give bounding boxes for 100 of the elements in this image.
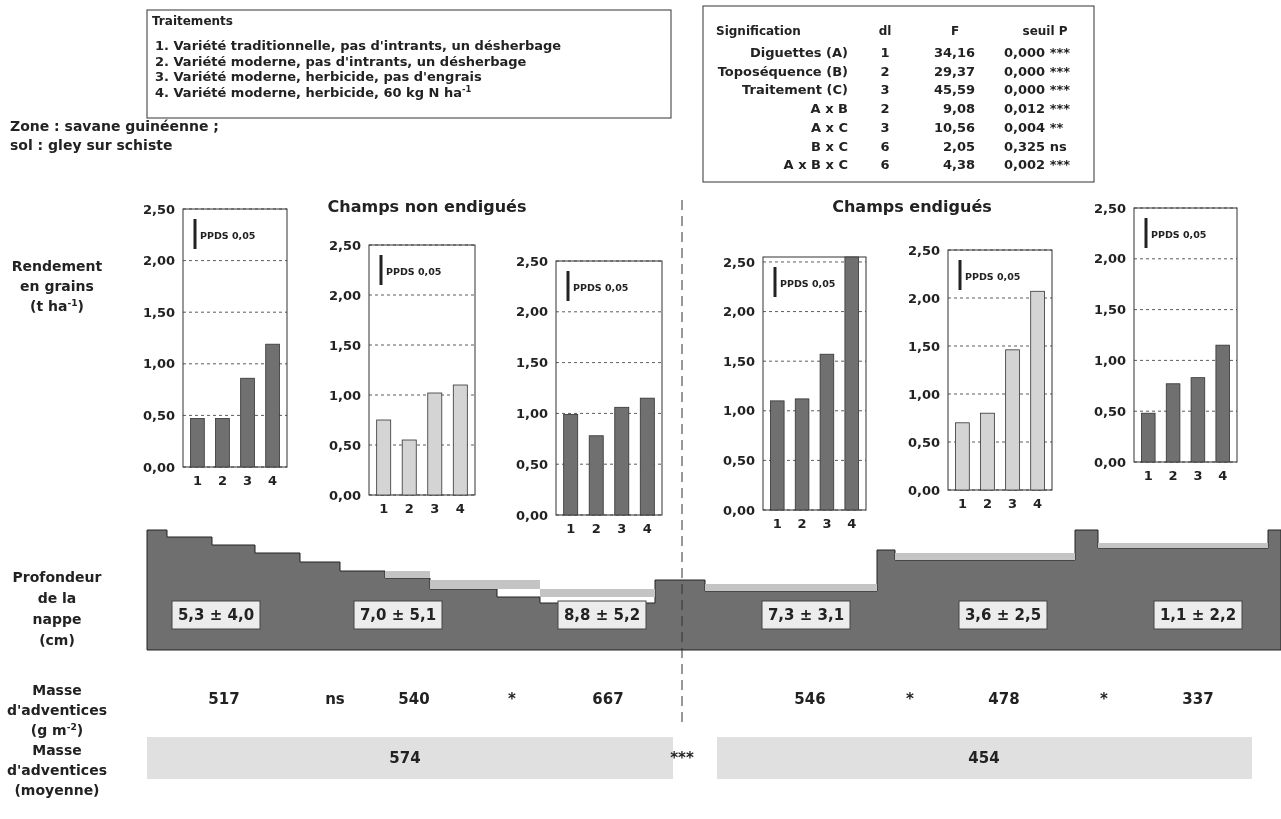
y-tick-label: 0,50 [142,407,175,423]
x-tick-label: 2 [591,521,601,536]
x-tick-label: 1 [192,473,202,488]
x-tick-label: 3 [1193,468,1203,483]
annotation: PPDS 0,05 [573,282,629,293]
text: 10,56 [933,119,975,135]
y-tick-label: 1,00 [722,403,755,419]
text: 2. Variété moderne, pas d'intrants, un désherbage [155,53,527,69]
y-tick-label: 2,00 [1093,251,1126,267]
y-tick-label: 2,00 [515,304,548,320]
x-tick-label: 4 [1218,468,1228,483]
text: * [906,690,915,708]
y-tick-label: 0,50 [515,456,548,472]
text: 478 [988,690,1020,708]
text: 574 [389,749,421,767]
text: 2 [880,63,890,79]
x-tick-label: 4 [847,516,857,531]
text: 29,37 [933,63,975,79]
annotation: PPDS 0,05 [1151,229,1207,240]
text: 6 [880,138,890,154]
text: dl [878,24,892,38]
text: seuil P [1022,24,1068,38]
y-tick-label: 2,00 [328,287,361,303]
text: *** [670,749,694,767]
annotation: PPDS 0,05 [200,230,256,241]
y-tick-label: 2,50 [1093,200,1126,216]
x-tick-label: 3 [822,516,832,531]
text: Masse d'adventices (moyenne) [7,742,107,798]
y-tick-label: 1,50 [907,338,940,354]
text: Profondeur de la nappe (cm) [12,569,102,648]
text: 4,38 [942,157,975,173]
text: 2 [880,101,890,117]
x-tick-label: 3 [430,501,440,516]
y-tick-label: 2,50 [328,237,361,253]
text: F [950,24,960,38]
x-tick-label: 3 [243,473,253,488]
y-tick-label: 2,50 [515,253,548,269]
x-tick-label: 1 [379,501,389,516]
text: 9,08 [942,101,975,117]
text: 6 [880,157,890,173]
y-tick-label: 0,50 [1093,403,1126,419]
y-tick-label: 1,00 [1093,352,1126,368]
text: 5,3 ± 4,0 [177,606,255,624]
y-tick-label: 0,00 [1093,454,1126,470]
text: 0,000 *** [1004,82,1071,98]
x-tick-label: 2 [1168,468,1178,483]
y-tick-label: 2,50 [722,254,755,270]
text: Masse d'adventices (g m$^{-2}$) [7,682,107,738]
y-tick-label: 2,00 [142,253,175,269]
text: 8,8 ± 5,2 [563,606,641,624]
text: 45,59 [933,82,975,98]
text: 0,325 ns [1004,138,1067,154]
y-tick-label: 1,50 [142,304,175,320]
y-tick-label: 1,50 [722,353,755,369]
chart-title: Champs endigués [832,197,992,216]
y-tick-label: 1,00 [515,405,548,421]
chart-title: Champs non endigués [327,197,527,216]
y-tick-label: 1,50 [328,337,361,353]
y-tick-label: 0,50 [722,452,755,468]
text: 0,000 *** [1004,45,1071,60]
text: 2,05 [942,138,975,154]
text: Traitement (C) [742,82,848,98]
y-tick-label: 1,00 [142,356,175,372]
y-tick-label: 2,00 [907,290,940,306]
y-tick-label: 0,00 [515,507,548,523]
x-tick-label: 4 [1033,496,1043,511]
text: 546 [794,690,826,708]
y-tick-label: 0,50 [328,437,361,453]
text: 3. Variété moderne, herbicide, pas d'engrais [155,69,483,85]
text: 667 [592,690,624,708]
x-tick-label: 4 [268,473,278,488]
text: 3 [880,82,890,98]
text: 1 [880,45,890,60]
y-tick-label: 1,00 [328,387,361,403]
text: 1. Variété traditionnelle, pas d'intrants, un désherbage [155,38,562,53]
text: Signification [716,24,801,38]
text: 3 [880,119,890,135]
text: ns [325,690,345,708]
text: Zone : savane guinéenne ; [10,118,219,134]
text: 0,000 *** [1004,63,1071,79]
y-tick-label: 2,50 [142,201,175,217]
x-tick-label: 2 [217,473,227,488]
text: * [1100,690,1109,708]
annotation: PPDS 0,05 [386,266,442,277]
text: 517 [208,690,240,708]
text: * [508,690,517,708]
text: 1,1 ± 2,2 [1159,606,1237,624]
text: A x B x C [783,157,848,173]
x-tick-label: 1 [1143,468,1153,483]
text: Toposéquence (B) [717,63,848,79]
x-tick-label: 1 [566,521,576,536]
text: Traitements [152,14,233,28]
text: 3,6 ± 2,5 [964,606,1042,624]
x-tick-label: 1 [957,496,967,511]
annotation: PPDS 0,05 [780,278,836,289]
text: 4. Variété moderne, herbicide, 60 kg N ha$^{-1}$ [155,84,472,101]
text: sol : gley sur schiste [10,137,173,153]
x-tick-label: 2 [982,496,992,511]
x-tick-label: 3 [617,521,627,536]
text: 34,16 [933,45,975,60]
